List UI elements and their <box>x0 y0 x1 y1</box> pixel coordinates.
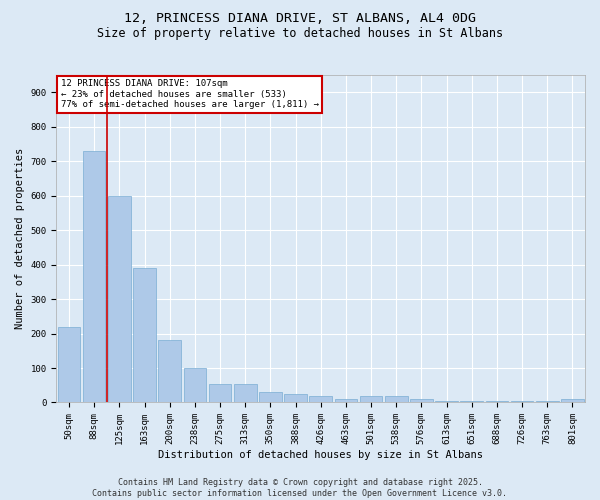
X-axis label: Distribution of detached houses by size in St Albans: Distribution of detached houses by size … <box>158 450 483 460</box>
Bar <box>209 384 232 402</box>
Bar <box>561 399 584 402</box>
Bar <box>184 368 206 402</box>
Bar <box>234 384 257 402</box>
Text: 12 PRINCESS DIANA DRIVE: 107sqm
← 23% of detached houses are smaller (533)
77% o: 12 PRINCESS DIANA DRIVE: 107sqm ← 23% of… <box>61 79 319 109</box>
Bar <box>335 399 357 402</box>
Bar <box>58 326 80 402</box>
Bar <box>460 400 483 402</box>
Bar <box>385 396 407 402</box>
Bar <box>511 400 533 402</box>
Bar <box>83 151 106 403</box>
Bar <box>158 340 181 402</box>
Bar <box>536 400 559 402</box>
Y-axis label: Number of detached properties: Number of detached properties <box>15 148 25 330</box>
Bar <box>108 196 131 402</box>
Bar <box>435 400 458 402</box>
Bar <box>133 268 156 402</box>
Bar <box>310 396 332 402</box>
Bar <box>410 399 433 402</box>
Bar <box>360 396 382 402</box>
Bar <box>259 392 281 402</box>
Text: Contains HM Land Registry data © Crown copyright and database right 2025.
Contai: Contains HM Land Registry data © Crown c… <box>92 478 508 498</box>
Text: 12, PRINCESS DIANA DRIVE, ST ALBANS, AL4 0DG: 12, PRINCESS DIANA DRIVE, ST ALBANS, AL4… <box>124 12 476 26</box>
Text: Size of property relative to detached houses in St Albans: Size of property relative to detached ho… <box>97 28 503 40</box>
Bar <box>284 394 307 402</box>
Bar <box>485 400 508 402</box>
